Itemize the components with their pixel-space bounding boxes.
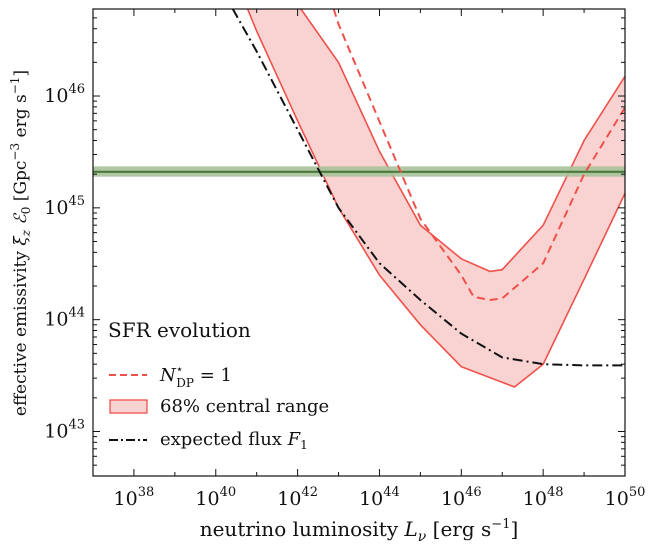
band-upper-edge <box>300 9 625 273</box>
legend-title: SFR evolution <box>108 318 251 342</box>
legend-label-flux: expected flux F1 <box>160 429 308 452</box>
series-lines <box>231 9 625 367</box>
y-axis-label: effective emissivity ξz ℰ0 [Gpc−3 erg s−… <box>8 70 33 416</box>
x-tick-label: 1048 <box>523 485 564 510</box>
x-tick-label: 1046 <box>441 485 482 510</box>
band-lower-edge <box>246 9 625 388</box>
y-tick-label: 1045 <box>44 194 85 219</box>
y-tick-label: 1046 <box>44 82 85 107</box>
x-tick-label: 1040 <box>195 485 236 510</box>
band-fill <box>247 9 625 387</box>
plot-frame <box>92 8 626 477</box>
y-tick-label: 1043 <box>44 417 85 442</box>
x-tick-label: 1038 <box>114 485 155 510</box>
y-tick-label: 1044 <box>44 306 85 331</box>
legend-band-swatch <box>109 399 148 414</box>
legend: SFR evolution N⋆ DP = 1 68% central range… <box>108 318 329 452</box>
legend-label-range: 68% central range <box>160 396 329 417</box>
x-axis-label: neutrino luminosity Lν [erg s−1] <box>200 517 519 544</box>
series-line-2 <box>231 9 625 367</box>
legend-label-ndp: N⋆ DP = 1 <box>159 362 232 390</box>
horizontal-band <box>93 166 625 177</box>
x-tick-label: 1042 <box>277 485 318 510</box>
axis-ticks: 1038 1040 1042 1044 1046 1048 1050 1043 1044 1045… <box>44 8 646 510</box>
x-tick-label: 1044 <box>359 485 400 510</box>
x-tick-label: 1050 <box>605 485 646 510</box>
central-range-band <box>246 9 625 388</box>
